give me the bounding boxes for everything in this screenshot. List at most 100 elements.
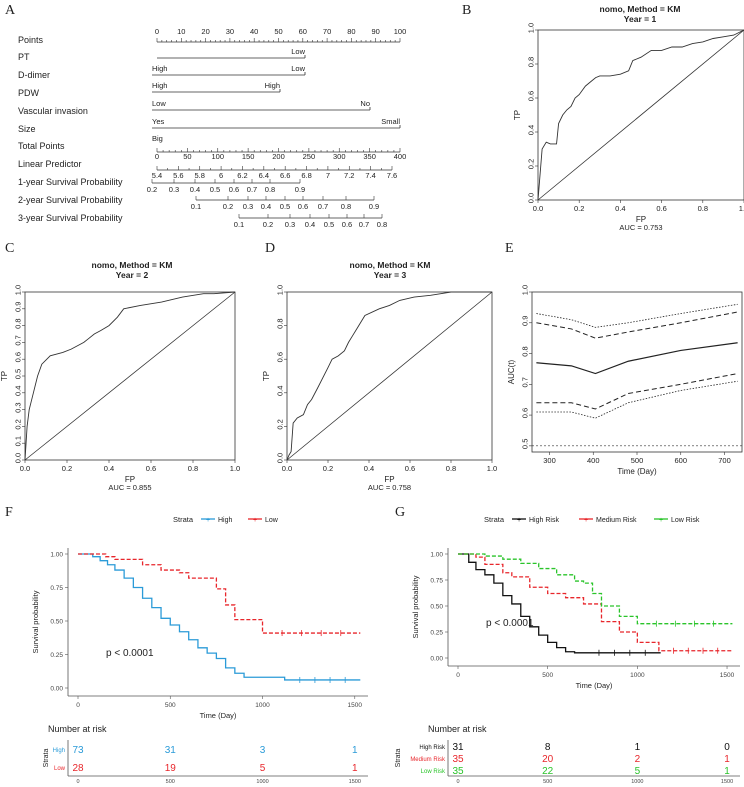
y-axis-label: AUC(t) <box>507 359 516 384</box>
survival-scale-tick-label: 0.4 <box>190 185 200 194</box>
y-tick-label: 0.00 <box>50 686 63 693</box>
y-tick-label: 1.0 <box>14 285 23 295</box>
y-tick-label: 0.4 <box>527 125 536 135</box>
risk-table-cell: 5 <box>260 763 266 774</box>
x-tick-label: 0 <box>76 702 80 709</box>
risk-table-cell: 1 <box>352 745 358 756</box>
roc-curve <box>24 291 236 461</box>
points-tick-label: 90 <box>372 27 380 36</box>
survival-scale-tick-label: 0.4 <box>305 220 315 229</box>
auc-label: AUC = 0.758 <box>368 483 411 492</box>
y-tick-label: 0.8 <box>527 57 536 67</box>
x-axis-label: Time (Day) <box>200 711 237 720</box>
nomogram-level-label: Big <box>152 134 163 143</box>
survival-scale-tick-label: 0.5 <box>324 220 334 229</box>
survival-scale-tick-label: 0.9 <box>369 202 379 211</box>
y-tick-label: 0.5 <box>14 369 23 379</box>
points-tick-label: 100 <box>394 27 407 36</box>
risk-table-row-label: Medium Risk <box>410 757 446 763</box>
nomogram-level-label: High <box>152 64 167 73</box>
nomogram-row-label: Size <box>18 124 36 134</box>
survival-scale-tick-label: 0.4 <box>261 202 271 211</box>
legend-marker: + <box>584 517 588 524</box>
points-tick-label: 80 <box>347 27 355 36</box>
x-tick-label: 1.0 <box>230 464 240 473</box>
nomogram-level-label: High <box>265 81 280 90</box>
x-tick-label: 0.0 <box>20 464 30 473</box>
x-tick-label: 1000 <box>255 702 270 709</box>
survival-scale-tick-label: 0.3 <box>169 185 179 194</box>
risk-table-row-label: Low <box>54 766 66 772</box>
y-tick-label: 0.6 <box>521 408 530 418</box>
plot-frame <box>537 29 744 201</box>
nomogram-row-label: PDW <box>18 88 40 98</box>
nomogram: Points PT D-dimer PDW Vascular invasion Size T… <box>18 27 406 229</box>
legend-item: Medium Risk <box>596 517 637 524</box>
linear-predictor-tick-label: 7.6 <box>387 171 397 180</box>
legend-marker: + <box>517 517 521 524</box>
risk-table-cell: 35 <box>452 766 464 777</box>
y-tick-label: 0.0 <box>276 453 285 463</box>
points-tick-label: 60 <box>299 27 307 36</box>
nomogram-row-label: 3-year Survival Probability <box>18 213 123 223</box>
y-axis-label: TP <box>513 110 522 120</box>
linear-predictor-tick-label: 7.2 <box>344 171 354 180</box>
auc-label: AUC = 0.753 <box>619 223 662 232</box>
x-axis-label: Time (Day) <box>617 467 657 476</box>
risk-table-cell: 2 <box>635 754 641 765</box>
km-curve-low-risk <box>458 553 733 625</box>
risk-table-cell: 5 <box>635 766 641 777</box>
x-tick-label: 0.8 <box>446 464 456 473</box>
y-tick-label: 1.00 <box>50 552 63 559</box>
points-tick-label: 30 <box>226 27 234 36</box>
x-tick-label: 0.6 <box>405 464 415 473</box>
survival-scale-tick-label: 0.8 <box>265 185 275 194</box>
x-tick-label: 0 <box>456 672 460 679</box>
linear-predictor-tick-label: 6.4 <box>259 171 269 180</box>
y-tick-label: 0.5 <box>521 439 530 449</box>
risk-table-time-label: 1500 <box>349 779 361 785</box>
panel-label-e: E <box>505 241 514 256</box>
nomogram-level-label: Yes <box>152 117 164 126</box>
x-tick-label: 0.2 <box>62 464 72 473</box>
roc-curve <box>286 291 492 461</box>
nomogram-level-label: Small <box>381 117 400 126</box>
risk-table-cell: 22 <box>542 766 554 777</box>
total-points-tick-label: 150 <box>242 152 255 161</box>
y-tick-label: 0.50 <box>50 619 63 626</box>
x-tick-label: 0.2 <box>323 464 333 473</box>
risk-table-row-label: High Risk <box>419 745 446 751</box>
linear-predictor-tick-label: 6.8 <box>301 171 311 180</box>
y-tick-label: 0.25 <box>430 630 443 637</box>
diagonal-reference <box>286 291 493 461</box>
y-tick-label: 0.6 <box>14 352 23 362</box>
y-tick-label: 0.2 <box>276 419 285 429</box>
panel-label-c: C <box>5 241 14 256</box>
nomogram-row-label: 1-year Survival Probability <box>18 177 123 187</box>
risk-table-cell: 20 <box>542 754 554 765</box>
y-tick-label: 0.25 <box>50 652 63 659</box>
legend-title: Strata <box>173 515 194 524</box>
survival-scale-tick-label: 0.5 <box>280 202 290 211</box>
y-tick-label: 1.0 <box>527 23 536 33</box>
x-tick-label: 0.2 <box>574 204 584 213</box>
survival-scale-tick-label: 0.2 <box>223 202 233 211</box>
risk-table-strata-label: Strata <box>395 749 402 768</box>
total-points-tick-label: 200 <box>272 152 285 161</box>
nomogram-row-label: Vascular invasion <box>18 106 88 116</box>
diagonal-reference <box>24 291 236 461</box>
risk-table-time-label: 1500 <box>721 779 733 785</box>
risk-table-cell: 1 <box>724 754 730 765</box>
nomogram-level-label: Low <box>291 64 305 73</box>
roc-curve <box>537 29 744 201</box>
x-axis-label: FP <box>125 475 135 484</box>
x-tick-label: 300 <box>543 456 556 465</box>
linear-predictor-tick-label: 5.4 <box>152 171 162 180</box>
survival-scale-tick-label: 0.2 <box>263 220 273 229</box>
chart-subtitle: Year = 3 <box>374 270 407 280</box>
linear-predictor-tick-label: 6.6 <box>280 171 290 180</box>
x-tick-label: 0.4 <box>104 464 114 473</box>
x-tick-label: 500 <box>165 702 176 709</box>
survival-scale-tick-label: 0.1 <box>234 220 244 229</box>
